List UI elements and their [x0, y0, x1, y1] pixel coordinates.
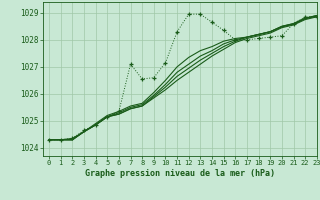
- X-axis label: Graphe pression niveau de la mer (hPa): Graphe pression niveau de la mer (hPa): [85, 169, 275, 178]
